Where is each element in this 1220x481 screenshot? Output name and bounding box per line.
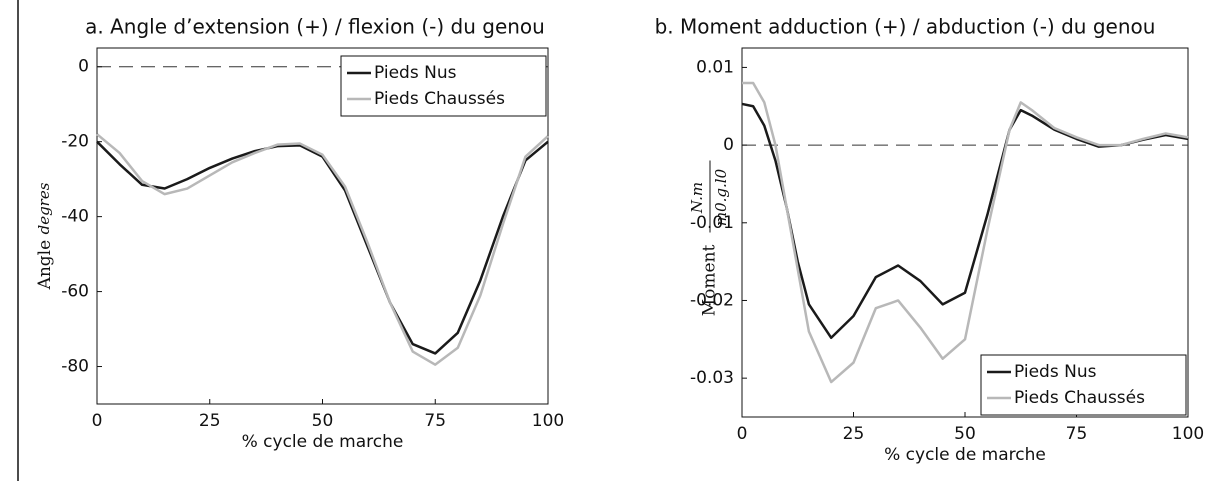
y-tick-label: -40 bbox=[61, 207, 89, 227]
series-line bbox=[96, 133, 549, 366]
y-tick-label: -80 bbox=[61, 357, 89, 377]
y-tick-label: -0.03 bbox=[690, 368, 734, 388]
x-tick-label: 75 bbox=[1066, 424, 1088, 444]
chart-title: a. Angle d’extension (+) / flexion (-) d… bbox=[85, 15, 545, 39]
y-label-denominator: m0.g.l0 bbox=[712, 168, 730, 226]
series-line bbox=[742, 81, 1189, 384]
x-tick-label: 50 bbox=[312, 411, 334, 431]
y-tick-label: -20 bbox=[61, 132, 89, 152]
x-tick-label: 75 bbox=[424, 411, 446, 431]
y-label-name: Moment bbox=[700, 245, 720, 317]
chart-title: b. Moment adduction (+) / abduction (-) … bbox=[655, 15, 1156, 39]
y-tick-label: -0.02 bbox=[690, 290, 734, 310]
legend-label: Pieds Nus bbox=[1014, 362, 1097, 382]
y-tick-label: 0.01 bbox=[696, 57, 734, 77]
x-tick-label: 25 bbox=[199, 411, 221, 431]
x-tick-label: 100 bbox=[1172, 424, 1204, 444]
x-tick-label: 0 bbox=[92, 411, 103, 431]
series-line bbox=[741, 102, 1189, 340]
y-label-numerator: N.m bbox=[688, 182, 706, 214]
y-axis-label: Angle degres bbox=[35, 182, 55, 290]
x-tick-label: 50 bbox=[954, 424, 976, 444]
x-axis-label: % cycle de marche bbox=[242, 432, 404, 452]
x-tick-label: 100 bbox=[532, 411, 564, 431]
y-axis-label: Moment N.m m0.g.l0 bbox=[688, 160, 730, 317]
series-line bbox=[96, 140, 549, 355]
x-tick-label: 25 bbox=[843, 424, 865, 444]
legend-label: Pieds Chaussés bbox=[374, 89, 505, 109]
y-axis-label-text: Angle degres bbox=[35, 182, 55, 290]
y-label-unit: degres bbox=[35, 182, 53, 234]
y-tick-label: 0 bbox=[723, 135, 734, 155]
legend-box bbox=[340, 55, 547, 117]
legend-box bbox=[980, 354, 1187, 416]
legend-label: Pieds Chaussés bbox=[1014, 388, 1145, 408]
y-label-name: Angle bbox=[35, 240, 55, 291]
y-tick-label: 0 bbox=[78, 57, 89, 77]
y-tick-label: -0.01 bbox=[690, 213, 734, 233]
x-axis-label: % cycle de marche bbox=[884, 445, 1046, 465]
x-tick-label: 0 bbox=[737, 424, 748, 444]
y-tick-label: -60 bbox=[61, 282, 89, 302]
legend-label: Pieds Nus bbox=[374, 63, 457, 83]
